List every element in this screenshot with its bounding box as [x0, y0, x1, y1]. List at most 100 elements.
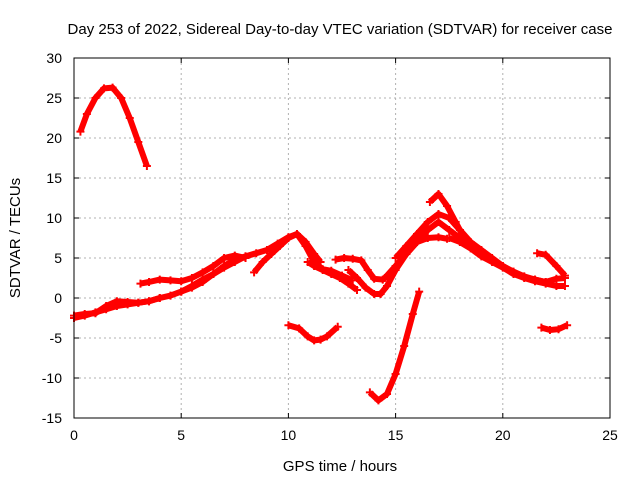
data-point — [145, 297, 154, 306]
data-point — [488, 256, 497, 265]
data-point — [134, 298, 143, 307]
chart-title: Day 253 of 2022, Sidereal Day-to-day VTE… — [68, 21, 613, 38]
y-tick-label: 25 — [46, 90, 62, 106]
data-point — [198, 278, 207, 286]
data-point — [301, 242, 310, 250]
data-point — [258, 258, 267, 266]
data-point — [322, 332, 331, 341]
data-point — [252, 249, 261, 258]
data-point — [370, 274, 379, 283]
data-point — [376, 290, 385, 298]
data-point — [413, 230, 422, 238]
data-point — [250, 268, 259, 277]
data-point — [198, 268, 207, 277]
data-point — [353, 286, 362, 294]
data-point — [560, 271, 569, 280]
data-point — [537, 323, 546, 332]
y-tick-label: -5 — [50, 330, 63, 346]
data-point — [275, 242, 284, 250]
x-tick-label: 5 — [177, 427, 185, 443]
data-point — [520, 272, 529, 281]
data-point — [423, 226, 432, 234]
y-tick-label: 10 — [46, 210, 62, 226]
data-point — [509, 267, 518, 276]
data-point — [541, 278, 550, 286]
data-point — [365, 388, 374, 397]
data-point — [477, 250, 486, 258]
series-layer — [70, 83, 572, 405]
data-point — [102, 302, 111, 310]
data-point — [498, 262, 507, 270]
series-arc-17 — [536, 250, 568, 278]
series-arc-14 — [427, 191, 475, 249]
data-point — [340, 254, 349, 262]
data-point — [445, 234, 454, 242]
data-point — [552, 262, 561, 270]
data-point — [391, 254, 400, 262]
data-point — [241, 252, 250, 261]
data-point — [284, 321, 293, 330]
ticks: 0 5 10 15 20 25 -15 -10 -5 0 5 10 15 20 25 30 — [42, 50, 618, 443]
data-point — [267, 250, 276, 258]
y-axis-label: SDTVAR / TECUs — [7, 178, 24, 298]
data-point — [425, 198, 434, 206]
data-point — [335, 274, 344, 282]
data-point — [316, 335, 325, 344]
data-point — [423, 234, 432, 242]
x-tick-label: 25 — [602, 427, 618, 443]
data-point — [333, 322, 342, 331]
data-point — [391, 370, 400, 378]
data-point — [530, 275, 539, 284]
data-point — [434, 190, 443, 198]
data-point — [541, 250, 550, 259]
data-point — [134, 138, 143, 146]
data-point — [284, 234, 293, 242]
x-tick-label: 15 — [388, 427, 404, 443]
data-point — [82, 110, 91, 118]
y-tick-label: -10 — [42, 370, 62, 386]
data-point — [209, 270, 218, 278]
data-point — [209, 262, 218, 270]
data-point — [434, 210, 443, 218]
y-tick-label: 30 — [46, 50, 62, 66]
y-tick-label: -15 — [42, 410, 62, 426]
data-point — [560, 282, 569, 290]
data-point — [434, 233, 443, 242]
data-point — [383, 390, 392, 398]
data-point — [400, 342, 409, 350]
data-point — [434, 218, 443, 226]
data-point — [295, 324, 304, 333]
data-point — [402, 250, 411, 258]
data-point — [100, 84, 109, 93]
data-point — [344, 279, 353, 288]
data-point — [303, 332, 312, 341]
data-point — [292, 230, 301, 238]
data-point — [552, 282, 561, 290]
data-point — [155, 294, 164, 302]
data-point — [443, 202, 452, 210]
data-point — [554, 325, 563, 334]
x-tick-label: 10 — [281, 427, 297, 443]
data-point — [220, 254, 229, 262]
data-point — [348, 254, 357, 263]
data-point — [445, 226, 454, 234]
data-point — [413, 238, 422, 246]
x-tick-label: 20 — [495, 427, 511, 443]
plot-frame — [73, 57, 611, 419]
data-point — [91, 94, 100, 102]
data-point — [353, 274, 362, 282]
data-point — [187, 274, 196, 282]
data-point — [155, 275, 164, 284]
data-point — [545, 326, 554, 334]
data-point — [451, 218, 460, 226]
y-tick-label: 20 — [46, 130, 62, 146]
data-point — [166, 276, 175, 285]
data-point — [142, 162, 151, 170]
data-point — [331, 255, 340, 264]
y-tick-label: 0 — [54, 290, 62, 306]
data-point — [230, 255, 239, 264]
data-point — [220, 262, 229, 270]
data-point — [166, 291, 175, 300]
data-point — [408, 310, 417, 318]
